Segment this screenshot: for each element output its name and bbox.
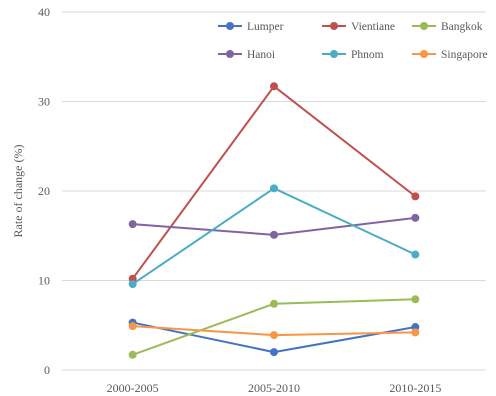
legend-item-phnom: Phnom (322, 49, 384, 61)
legend-label: Lumper (247, 21, 284, 33)
x-tick-label: 2000-2005 (107, 381, 159, 395)
data-point-phnom (129, 280, 137, 288)
data-point-singapore (129, 322, 137, 330)
data-point-hanoi (270, 231, 278, 239)
legend-item-singapore: Singapore (412, 49, 488, 61)
data-point-bangkok (411, 295, 419, 303)
legend-item-bangkok: Bangkok (412, 21, 483, 33)
legend-item-hanoi: Hanoi (218, 49, 275, 61)
data-point-hanoi (411, 214, 419, 222)
y-tick-labels: 0 10 20 30 40 (38, 5, 50, 377)
legend: Lumper Vientiane Bangkok Hanoi Phnom Singapor… (218, 21, 488, 61)
y-tick-label: 30 (38, 95, 50, 109)
y-tick-label: 10 (38, 274, 50, 288)
y-tick-label: 0 (44, 363, 50, 377)
data-point-singapore (270, 331, 278, 339)
x-tick-label: 2005-2010 (248, 381, 300, 395)
data-point-singapore (411, 328, 419, 336)
legend-item-lumper: Lumper (218, 21, 284, 33)
legend-swatch-marker (420, 22, 428, 30)
legend-label: Hanoi (247, 49, 275, 61)
data-point-phnom (270, 184, 278, 192)
legend-swatch-marker (330, 22, 338, 30)
legend-swatch-marker (226, 22, 234, 30)
series-line-vientiane (133, 86, 416, 278)
y-tick-label: 20 (38, 184, 50, 198)
legend-label: Vientiane (351, 21, 395, 33)
data-point-vientiane (411, 192, 419, 200)
data-point-vientiane (270, 82, 278, 90)
x-tick-label: 2010-2015 (389, 381, 441, 395)
series-lines (129, 82, 420, 359)
legend-label: Phnom (351, 49, 384, 61)
legend-label: Bangkok (441, 21, 483, 33)
y-axis-title: Rate of change (%) (11, 145, 25, 238)
legend-swatch-marker (420, 50, 428, 58)
data-point-hanoi (129, 220, 137, 228)
series-vientiane (129, 82, 420, 282)
data-point-bangkok (270, 300, 278, 308)
legend-swatch-marker (226, 50, 234, 58)
legend-swatch-marker (330, 50, 338, 58)
data-point-lumper (270, 348, 278, 356)
x-tick-labels: 2000-2005 2005-2010 2010-2015 (107, 381, 442, 395)
y-tick-label: 40 (38, 5, 50, 19)
legend-item-vientiane: Vientiane (322, 21, 395, 33)
data-point-bangkok (129, 351, 137, 359)
data-point-phnom (411, 251, 419, 259)
legend-label: Singapore (441, 49, 488, 61)
